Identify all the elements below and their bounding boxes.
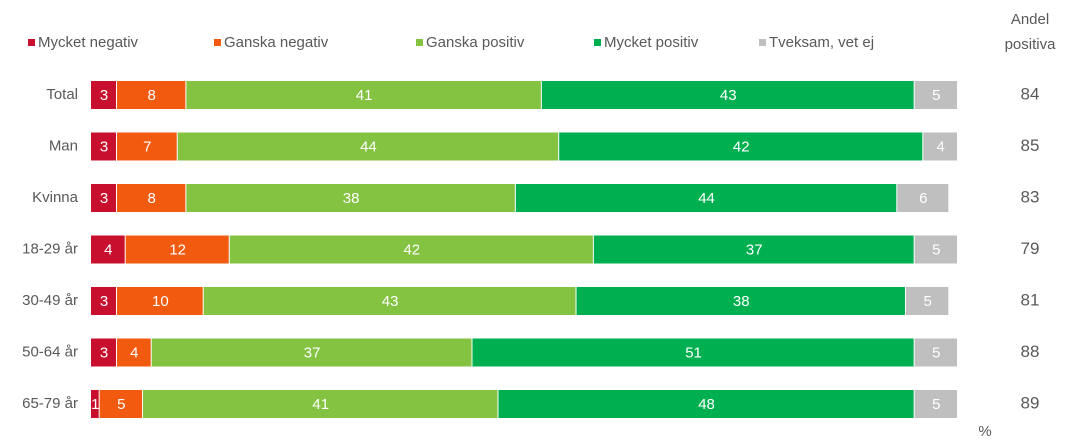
bar-segment (541, 81, 914, 109)
side-value: 81 (1021, 290, 1040, 309)
bar-segment (897, 184, 949, 212)
bar-segment (117, 287, 203, 315)
category-label: 30-49 år (22, 292, 78, 309)
legend-marker (416, 39, 423, 46)
bar-segment (143, 390, 498, 418)
side-header: Andel (1011, 11, 1049, 28)
segment-label: 8 (148, 190, 156, 207)
category-label: 65-79 år (22, 395, 78, 412)
side-value: 84 (1021, 84, 1040, 103)
legend-marker (594, 39, 601, 46)
segment-label: 5 (932, 396, 940, 413)
segment-label: 10 (152, 293, 169, 310)
segment-label: 5 (932, 241, 940, 258)
bar-segment (117, 184, 186, 212)
bar-segment (91, 132, 117, 161)
legend-label: Ganska positiv (426, 34, 525, 51)
bar-segment (117, 338, 151, 367)
category-label: 18-29 år (22, 240, 78, 257)
segment-label: 4 (936, 138, 944, 155)
bar-segment (91, 81, 117, 109)
legend-label: Ganska negativ (224, 34, 329, 51)
side-value: 79 (1021, 239, 1040, 258)
bar-segment (905, 287, 949, 315)
segment-label: 5 (932, 344, 940, 361)
bar-segment (117, 132, 177, 161)
bar-segment (515, 184, 897, 212)
segment-label: 12 (169, 241, 186, 258)
side-value: 88 (1021, 342, 1040, 361)
bar-segment (186, 81, 541, 109)
bar-segment (923, 132, 957, 161)
segment-label: 4 (104, 241, 112, 258)
segment-label: 5 (117, 396, 125, 413)
legend-label: Tveksam, vet ej (769, 34, 874, 51)
bar-segment (186, 184, 515, 212)
legend-label: Mycket positiv (604, 34, 699, 51)
segment-label: 43 (720, 87, 737, 104)
category-label: Kvinna (32, 189, 79, 206)
segment-label: 44 (360, 138, 377, 155)
segment-label: 3 (100, 190, 108, 207)
segment-label: 38 (343, 190, 360, 207)
bar-segment (177, 132, 559, 161)
segment-label: 51 (685, 344, 702, 361)
segment-label: 43 (382, 293, 399, 310)
segment-label: 44 (698, 190, 715, 207)
bar-segment (91, 184, 117, 212)
bar-segment (117, 81, 186, 109)
segment-label: 5 (923, 293, 931, 310)
segment-label: 3 (100, 344, 108, 361)
bar-segment (229, 235, 593, 264)
bar-segment (91, 338, 117, 367)
segment-label: 3 (100, 87, 108, 104)
bar-segment (151, 338, 472, 367)
segment-label: 42 (733, 138, 750, 155)
segment-label: 4 (130, 344, 138, 361)
bar-segment (91, 287, 117, 315)
segment-label: 3 (100, 138, 108, 155)
bar-segment (914, 81, 957, 109)
bar-segment (99, 390, 143, 418)
bar-segment (914, 235, 957, 264)
segment-label: 41 (312, 396, 329, 413)
segment-label: 37 (304, 344, 321, 361)
bar-segment (576, 287, 905, 315)
segment-label: 48 (698, 396, 715, 413)
legend-marker (214, 39, 221, 46)
side-value: 83 (1021, 187, 1040, 206)
bar-segment (472, 338, 914, 367)
bar-segment (914, 338, 957, 367)
bar-segment (914, 390, 957, 418)
segment-label: 37 (746, 241, 763, 258)
legend-label: Mycket negativ (38, 34, 139, 51)
segment-label: 41 (356, 87, 373, 104)
side-value: 89 (1021, 393, 1040, 412)
bar-segment (559, 132, 923, 161)
segment-label: 1 (91, 396, 99, 413)
legend-marker (28, 39, 35, 46)
bar-segment (593, 235, 914, 264)
bar-segment (125, 235, 229, 264)
category-label: 50-64 år (22, 343, 78, 360)
side-header: positiva (1005, 36, 1057, 53)
side-value: 85 (1021, 136, 1040, 155)
bar-segment (498, 390, 914, 418)
bar-segment (203, 287, 576, 315)
segment-label: 6 (919, 190, 927, 207)
segment-label: 3 (100, 293, 108, 310)
category-label: Man (49, 137, 78, 154)
segment-label: 42 (403, 241, 420, 258)
segment-label: 5 (932, 87, 940, 104)
segment-label: 8 (148, 87, 156, 104)
category-label: Total (46, 86, 78, 103)
segment-label: 38 (733, 293, 750, 310)
unit-label: % (978, 423, 991, 439)
legend-marker (759, 39, 766, 46)
segment-label: 7 (143, 138, 151, 155)
bar-segment (91, 235, 125, 264)
bar-segment (91, 390, 99, 418)
